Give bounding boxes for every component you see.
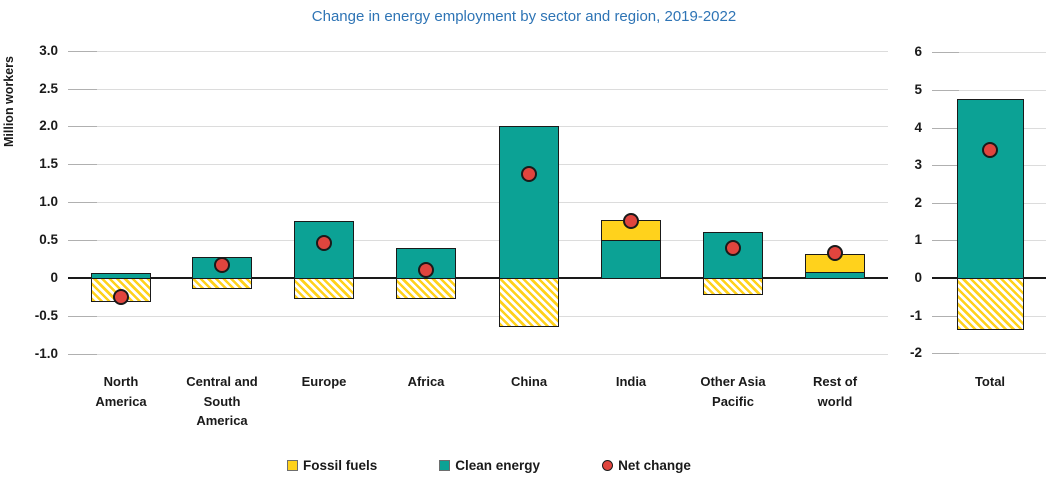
regions-gridline (68, 202, 888, 203)
square-marker-icon (439, 460, 451, 471)
legend-item-clean-energy: Clean energy (439, 458, 540, 473)
category-label: Central and South America (186, 374, 258, 428)
regions-gridline (68, 164, 888, 165)
regions-gridline-tick (68, 316, 97, 317)
square-marker-icon (287, 460, 298, 471)
legend-label: Net change (618, 458, 691, 473)
regions-tick-label: -0.5 (34, 308, 58, 323)
total-gridline (932, 353, 1046, 354)
circle-marker-icon (602, 460, 614, 471)
total-tick-label: 6 (914, 44, 922, 59)
total-tick-label: 1 (914, 232, 922, 247)
regions-zero-line (68, 277, 888, 279)
total-tick-label: 3 (914, 157, 922, 172)
net-change-dot (725, 240, 741, 256)
legend-label: Clean energy (455, 458, 541, 473)
total-tick-label: 0 (914, 270, 922, 285)
net-change-dot (113, 289, 129, 305)
regions-gridline-tick (68, 354, 97, 355)
legend-item-fossil-fuels: Fossil fuels (287, 458, 377, 473)
clean-energy-bar (957, 99, 1024, 279)
y-axis-label: Million workers (2, 56, 16, 148)
regions-gridline-tick (68, 202, 97, 203)
category-label: Rest of world (812, 374, 858, 409)
regions-gridline (68, 126, 888, 127)
fossil-fuels-bar (703, 278, 763, 295)
total-gridline-tick (932, 353, 959, 354)
total-tick-label: 2 (914, 195, 922, 210)
total-gridline-tick (932, 240, 959, 241)
total-gridline-tick (932, 165, 959, 166)
total-tick-label: -1 (909, 308, 922, 323)
clean-energy-bar (601, 240, 661, 279)
net-change-dot (623, 213, 639, 229)
regions-tick-label: 2.0 (39, 118, 58, 133)
regions-gridline (68, 51, 888, 52)
clean-energy-bar (499, 126, 559, 279)
net-change-dot (316, 235, 332, 251)
category-label: India (615, 374, 647, 389)
fossil-fuels-bar (294, 278, 354, 299)
regions-tick-label: 2.5 (39, 81, 58, 96)
total-gridline (932, 90, 1046, 91)
regions-gridline (68, 240, 888, 241)
category-label: China (510, 374, 548, 389)
chart-title: Change in energy employment by sector an… (311, 8, 737, 25)
legend-item-net-change: Net change (602, 458, 691, 473)
regions-tick-label: 3.0 (39, 43, 58, 58)
regions-tick-label: 1.0 (39, 194, 58, 209)
category-label: Other Asia Pacific (700, 374, 766, 409)
regions-gridline (68, 354, 888, 355)
regions-tick-label: -1.0 (34, 346, 58, 361)
regions-gridline-tick (68, 89, 97, 90)
total-gridline-tick (932, 203, 959, 204)
regions-gridline-tick (68, 126, 97, 127)
total-gridline-tick (932, 128, 959, 129)
regions-gridline (68, 316, 888, 317)
regions-gridline-tick (68, 51, 97, 52)
total-tick-label: 5 (914, 82, 922, 97)
net-change-dot (418, 262, 434, 278)
regions-gridline (68, 89, 888, 90)
regions-gridline-tick (68, 240, 97, 241)
total-tick-label: 4 (914, 120, 922, 135)
total-gridline-tick (932, 316, 959, 317)
regions-tick-label: 0.5 (39, 232, 58, 247)
legend-label: Fossil fuels (303, 458, 378, 473)
fossil-fuels-bar (957, 278, 1024, 330)
category-label: Total (974, 374, 1006, 389)
regions-gridline-tick (68, 164, 97, 165)
regions-tick-label: 1.5 (39, 156, 58, 171)
category-label: Africa (407, 374, 445, 389)
net-change-dot (214, 257, 230, 273)
net-change-dot (982, 142, 998, 158)
category-label: North America (95, 374, 147, 409)
total-gridline-tick (932, 52, 959, 53)
clean-energy-bar (805, 272, 865, 279)
category-label: Europe (301, 374, 347, 389)
total-gridline-tick (932, 90, 959, 91)
total-tick-label: -2 (909, 345, 922, 360)
net-change-dot (827, 245, 843, 261)
fossil-fuels-bar (192, 278, 252, 289)
legend: Fossil fuels Clean energy Net change (287, 458, 691, 473)
fossil-fuels-bar (499, 278, 559, 327)
total-gridline (932, 52, 1046, 53)
net-change-dot (521, 166, 537, 182)
fossil-fuels-bar (396, 278, 456, 299)
regions-tick-label: 0 (50, 270, 58, 285)
